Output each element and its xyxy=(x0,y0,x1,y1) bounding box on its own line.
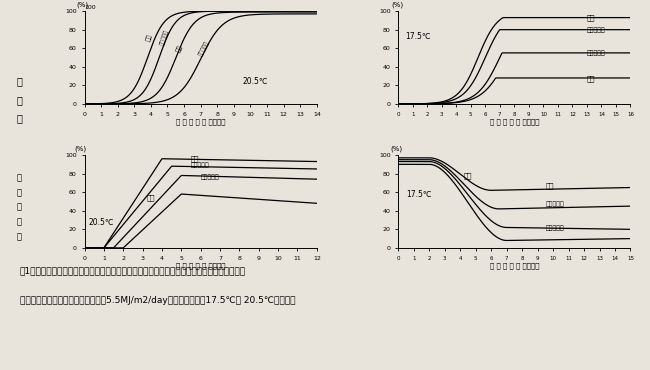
Text: フジミノリ: フジミノリ xyxy=(159,28,170,46)
X-axis label: 出 穂 後 の 日 数（日）: 出 穂 後 の 日 数（日） xyxy=(489,262,539,269)
Text: 染分: 染分 xyxy=(191,156,200,162)
Text: フジミノリ: フジミノリ xyxy=(545,202,564,207)
Text: 20.5℃: 20.5℃ xyxy=(242,77,268,85)
Text: 米: 米 xyxy=(17,203,22,212)
Text: 17.5℃: 17.5℃ xyxy=(406,32,431,41)
Text: 開: 開 xyxy=(16,76,23,87)
X-axis label: 出 穂 後 の 日 数（日）: 出 穂 後 の 日 数（日） xyxy=(176,262,226,269)
Text: 17.5℃: 17.5℃ xyxy=(406,190,432,199)
Text: 中生新千本: 中生新千本 xyxy=(201,175,220,180)
Text: 率: 率 xyxy=(16,113,23,124)
Text: 比: 比 xyxy=(17,218,22,226)
Text: 染分: 染分 xyxy=(545,182,554,189)
Text: フジミノリ: フジミノリ xyxy=(587,27,606,33)
Text: 20.5℃: 20.5℃ xyxy=(88,218,114,227)
Text: (%): (%) xyxy=(391,146,402,152)
Text: 全: 全 xyxy=(17,188,22,197)
Text: 件は冷害発生条件である。日射量は5.5MJ/m2/day，日平均気温は17.5℃と 20.5℃である．: 件は冷害発生条件である。日射量は5.5MJ/m2/day，日平均気温は17.5℃… xyxy=(20,296,295,305)
Text: (%): (%) xyxy=(391,2,403,8)
Text: 図1．出穂後の寡照と低温が開花と受精に及ぼす影響．図示した品種は代表的な品種，実験条: 図1．出穂後の寡照と低温が開花と受精に及ぼす影響．図示した品種は代表的な品種，実… xyxy=(20,266,246,275)
Text: (%): (%) xyxy=(75,146,87,152)
Text: 100: 100 xyxy=(84,5,96,10)
X-axis label: 出 穂 後 の 日 数（日）: 出 穂 後 の 日 数（日） xyxy=(176,118,226,125)
X-axis label: 出 穂 後 の 日 数（日）: 出 穂 後 の 日 数（日） xyxy=(489,118,539,125)
Text: 神力: 神力 xyxy=(587,76,595,83)
Text: 神力: 神力 xyxy=(463,172,472,179)
Text: 完: 完 xyxy=(17,173,22,182)
Text: 神力: 神力 xyxy=(175,44,183,53)
Text: 中生新千本: 中生新千本 xyxy=(545,226,564,231)
Text: 染分: 染分 xyxy=(587,14,595,21)
Text: 率: 率 xyxy=(17,232,22,241)
Text: (%): (%) xyxy=(76,2,88,8)
Text: 花: 花 xyxy=(16,95,23,105)
Text: 中生新千本: 中生新千本 xyxy=(587,50,606,56)
Text: 染分: 染分 xyxy=(146,33,153,42)
Text: 神力: 神力 xyxy=(146,195,155,201)
Text: 中生新千本: 中生新千本 xyxy=(198,40,210,57)
Text: フジミノリ: フジミノリ xyxy=(191,162,210,168)
